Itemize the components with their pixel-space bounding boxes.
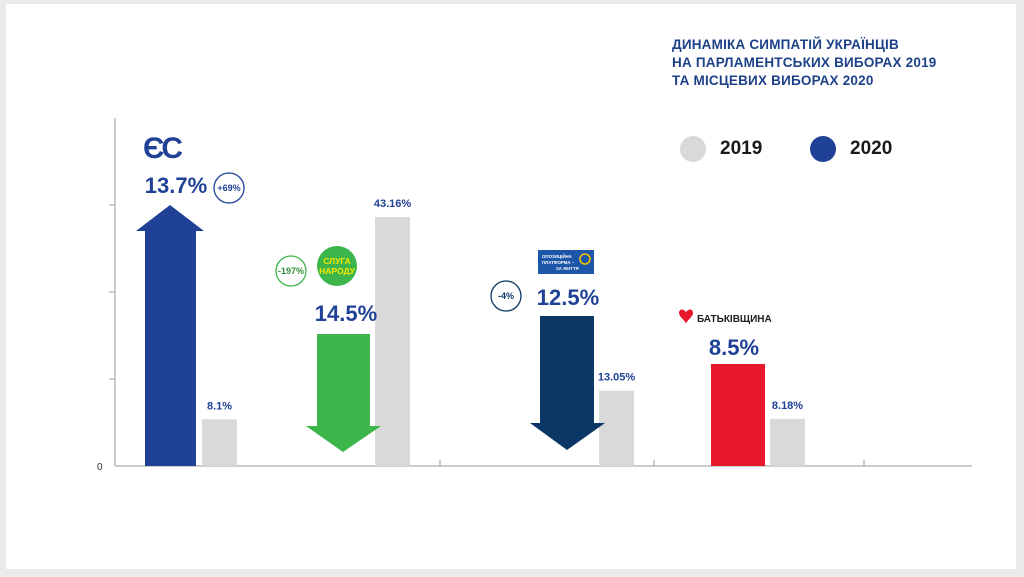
change-badge-es xyxy=(213,172,245,204)
legend-swatch-2020 xyxy=(810,136,836,162)
opzzh-logo-emblem-icon xyxy=(579,253,591,265)
data-label-2019-batkivshchyna: 8.18% xyxy=(772,400,803,412)
opzzh-logo-line-3: ЗА ЖИТТЯ xyxy=(556,266,579,271)
data-label-2020-batkivshchyna: 8.5% xyxy=(709,335,759,360)
batkivshchyna-logo-text: БАТЬКІВЩИНА xyxy=(697,314,772,325)
legend-item-2020: 2020 xyxy=(810,136,892,162)
heart-icon xyxy=(679,309,693,324)
bar-2019-batkivshchyna xyxy=(770,418,805,466)
data-label-2019-opzzh: 13.05% xyxy=(598,372,636,384)
bar-2019-opzzh xyxy=(599,390,634,466)
change-label-sluha-narodu: -197% xyxy=(278,266,304,276)
opzzh-logo-line-2: ПЛАТФОРМА – xyxy=(542,260,575,265)
legend-label-2020: 2020 xyxy=(850,138,893,159)
data-label-2020-es: 13.7% xyxy=(145,173,207,198)
bar-2020-es-up-arrow xyxy=(136,205,204,466)
sluha-narodu-logo: СЛУГА НАРОДУ xyxy=(317,246,357,286)
bar-2019-es xyxy=(202,419,237,466)
sluha-logo-line-1: СЛУГА xyxy=(323,256,351,266)
change-badge-sluha-narodu xyxy=(275,255,307,287)
es-party-logo: ЄС xyxy=(143,132,185,165)
opzzh-logo: ОПОЗИЦІЙНА ПЛАТФОРМА – ЗА ЖИТТЯ xyxy=(538,250,594,274)
sluha-logo-line-2: НАРОДУ xyxy=(319,266,355,276)
opzzh-logo-line-1: ОПОЗИЦІЙНА xyxy=(542,254,573,259)
chart-title-line-1: ДИНАМІКА СИМПАТІЙ УКРАЇНЦІВ xyxy=(672,37,899,52)
bar-2020-batkivshchyna xyxy=(711,364,765,466)
change-label-opzzh: -4% xyxy=(498,291,514,301)
bar-2020-opzzh-down-arrow xyxy=(530,316,605,450)
legend-swatch-2019 xyxy=(680,136,706,162)
sluha-narodu-logo-circle xyxy=(317,246,357,286)
es-logo-mark: ЄС xyxy=(143,132,182,165)
data-label-2019-es: 8.1% xyxy=(207,400,232,412)
y-tick-label-zero: 0 xyxy=(97,462,103,473)
data-label-2020-opzzh: 12.5% xyxy=(537,285,599,310)
legend-label-2019: 2019 xyxy=(720,138,763,159)
batkivshchyna-logo: БАТЬКІВЩИНА xyxy=(679,309,772,325)
change-label-es: +69% xyxy=(217,183,240,193)
change-badge-opzzh xyxy=(490,280,522,312)
bar-2019-sluha-narodu xyxy=(375,217,410,466)
data-label-2019-sluha-narodu: 43.16% xyxy=(374,198,412,210)
chart-title-line-3: ТА МІСЦЕВИХ ВИБОРАХ 2020 xyxy=(672,73,874,88)
bar-2020-sluha-narodu-down-arrow xyxy=(306,334,381,452)
data-label-2020-sluha-narodu: 14.5% xyxy=(315,301,377,326)
legend-item-2019: 2019 xyxy=(680,136,762,162)
chart-title-line-2: НА ПАРЛАМЕНТСЬКИХ ВИБОРАХ 2019 xyxy=(672,55,937,70)
chart-title: ДИНАМІКА СИМПАТІЙ УКРАЇНЦІВ НА ПАРЛАМЕНТ… xyxy=(672,36,1002,90)
